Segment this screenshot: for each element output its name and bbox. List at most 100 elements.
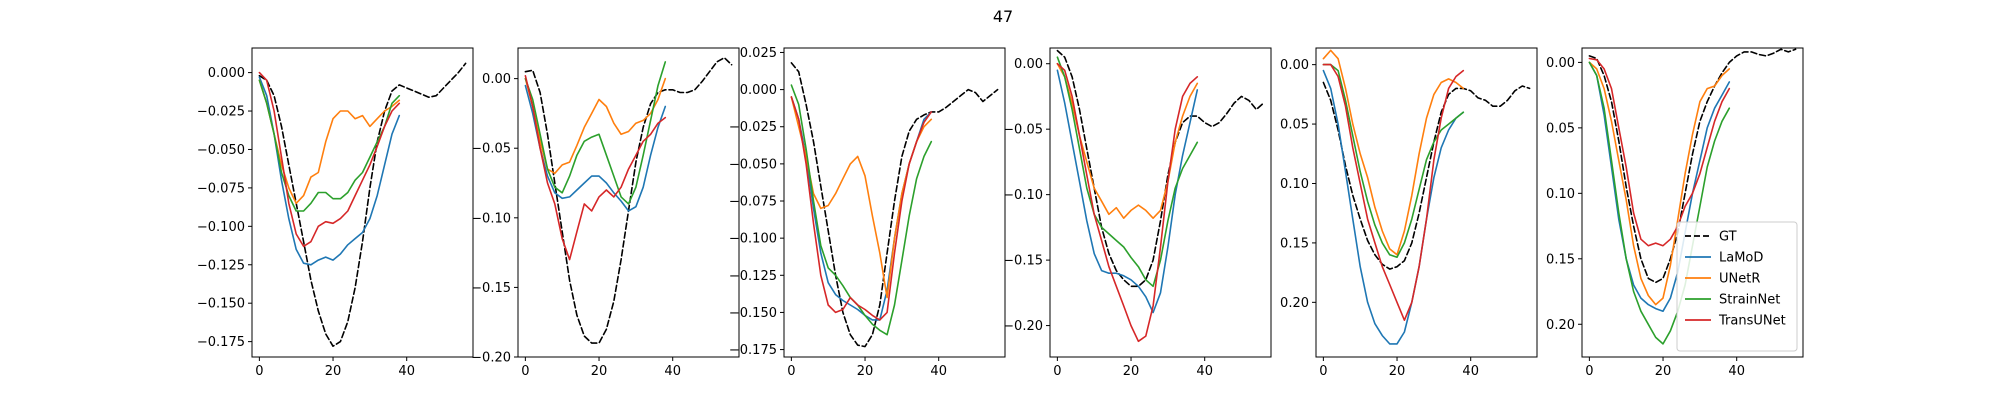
y-tick-label: 0.10 — [1546, 187, 1575, 202]
y-tick-label: 0.20 — [1546, 318, 1575, 333]
axes-frame — [517, 47, 740, 358]
series-line-transunet — [1322, 63, 1465, 322]
series-line-lamod — [524, 84, 667, 212]
subplot-2: 0 20 40 0.00 −0.05 −0.10 −0.15 −0.20 — [471, 47, 740, 379]
y-tick-label: −0.050 — [729, 157, 777, 172]
y-tick-label: −0.15 — [471, 281, 511, 296]
y-tick-label: 0.05 — [1280, 118, 1309, 133]
series-line-strainnet — [258, 79, 401, 212]
x-tick-label: 0 — [787, 364, 795, 379]
series-line-gt — [790, 62, 999, 348]
y-tick-label: −0.125 — [197, 258, 245, 273]
y-tick-label: −0.025 — [729, 120, 777, 135]
series-line-lamod — [258, 76, 401, 266]
series-line-lamod — [1588, 61, 1731, 313]
series-line-transunet — [1588, 57, 1731, 247]
axes-frame — [1049, 47, 1272, 358]
y-tick-label: 0.025 — [740, 46, 777, 61]
y-tick-label: 0.00 — [482, 72, 511, 87]
series-line-transunet — [790, 96, 933, 321]
series-line-strainnet — [1322, 63, 1465, 259]
y-tick-label: −0.050 — [197, 143, 245, 158]
y-tick-label: 0.000 — [740, 83, 777, 98]
y-tick-label: −0.125 — [729, 269, 777, 284]
subplot-3: 0 20 40 0.025 0.000 −0.025 −0.050 −0.075 −0.100 −… — [729, 46, 1006, 379]
y-tick-label: −0.150 — [729, 306, 777, 321]
y-tick-label: −0.100 — [729, 232, 777, 247]
subplot-4: 0 20 40 0.00 −0.05 −0.10 −0.15 −0.20 — [1003, 47, 1272, 379]
figure-title: 47 — [993, 7, 1013, 26]
y-tick-label: −0.10 — [1003, 188, 1043, 203]
y-tick-label: 0.00 — [1014, 57, 1043, 72]
series-line-transunet — [524, 75, 667, 261]
series-line-lamod — [1322, 69, 1465, 345]
x-tick-label: 40 — [1196, 364, 1213, 379]
y-tick-label: −0.10 — [471, 211, 511, 226]
y-tick-label: 0.00 — [1546, 56, 1575, 71]
subplot-6: 0 20 40 0.00 0.05 0.10 0.15 0.20 GT LaMoD UNetR Str… — [1546, 47, 1804, 379]
y-tick-label: −0.025 — [197, 105, 245, 120]
axes-frame — [1315, 47, 1538, 358]
y-tick-label: −0.100 — [197, 220, 245, 235]
legend: GT LaMoD UNetR StrainNet TransUNet — [1676, 221, 1798, 352]
legend-label-strainnet: StrainNet — [1719, 293, 1780, 308]
axes-frame — [1581, 47, 1804, 358]
series-line-unetr — [1588, 61, 1731, 306]
y-tick-label: −0.05 — [1003, 123, 1043, 138]
series-line-gt — [258, 62, 467, 348]
series-line-transunet — [1056, 62, 1199, 343]
x-tick-label: 20 — [1123, 364, 1140, 379]
x-tick-label: 20 — [591, 364, 608, 379]
subplot-1: 0 20 40 0.000 −0.025 −0.050 −0.075 −0.100 −0.125… — [197, 47, 474, 379]
x-tick-label: 20 — [857, 364, 874, 379]
x-tick-label: 0 — [1319, 364, 1327, 379]
series-line-strainnet — [790, 84, 933, 336]
x-tick-label: 40 — [664, 364, 681, 379]
y-tick-label: −0.150 — [197, 297, 245, 312]
x-tick-label: 0 — [255, 364, 263, 379]
series-line-strainnet — [524, 61, 667, 205]
y-tick-label: 0.15 — [1280, 236, 1309, 251]
y-tick-label: −0.075 — [729, 195, 777, 210]
series-line-transunet — [258, 71, 401, 248]
legend-label-transunet: TransUNet — [1718, 314, 1786, 329]
series-line-strainnet — [1588, 61, 1731, 345]
x-tick-label: 20 — [1389, 364, 1406, 379]
series-line-unetr — [524, 77, 667, 175]
series-line-strainnet — [1056, 56, 1199, 288]
x-tick-label: 40 — [1462, 364, 1479, 379]
y-tick-label: 0.10 — [1280, 177, 1309, 192]
y-tick-label: 0.20 — [1280, 296, 1309, 311]
legend-label-unetr: UNetR — [1719, 272, 1760, 287]
x-tick-label: 20 — [325, 364, 342, 379]
series-line-gt — [1322, 81, 1531, 270]
x-tick-label: 20 — [1655, 364, 1672, 379]
x-tick-label: 0 — [521, 364, 529, 379]
y-tick-label: −0.20 — [471, 351, 511, 366]
y-tick-label: −0.15 — [1003, 254, 1043, 269]
x-tick-label: 0 — [1585, 364, 1593, 379]
x-tick-label: 40 — [398, 364, 415, 379]
legend-label-gt: GT — [1719, 230, 1737, 245]
y-tick-label: −0.05 — [471, 142, 511, 157]
x-tick-label: 0 — [1053, 364, 1061, 379]
series-line-gt — [1588, 48, 1797, 284]
subplot-5: 0 20 40 0.00 0.05 0.10 0.15 0.20 — [1280, 47, 1538, 379]
y-tick-label: −0.175 — [197, 335, 245, 350]
y-tick-label: 0.15 — [1546, 252, 1575, 267]
series-line-unetr — [1322, 49, 1465, 256]
y-tick-label: 0.00 — [1280, 58, 1309, 73]
y-tick-label: −0.175 — [729, 343, 777, 358]
axes-frame — [251, 47, 474, 358]
y-tick-label: −0.20 — [1003, 319, 1043, 334]
y-tick-label: −0.075 — [197, 181, 245, 196]
x-tick-label: 40 — [930, 364, 947, 379]
x-tick-label: 40 — [1728, 364, 1745, 379]
y-tick-label: 0.000 — [208, 66, 245, 81]
legend-box — [1676, 221, 1798, 352]
axes-frame — [783, 47, 1006, 358]
series-line-gt — [1056, 49, 1265, 288]
series-line-gt — [524, 56, 733, 344]
series-line-lamod — [1056, 69, 1199, 314]
